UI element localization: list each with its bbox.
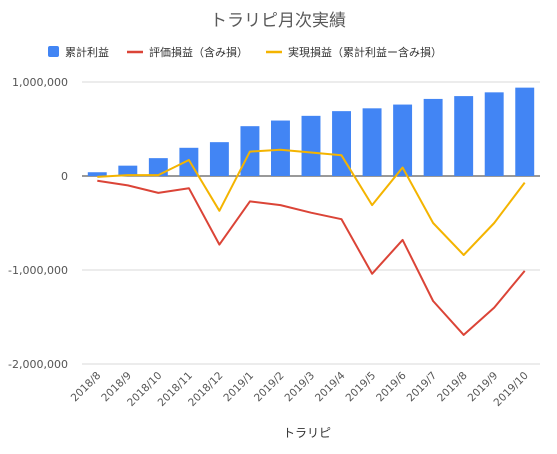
x-axis-ticks: 2018/82018/92018/102018/112018/122019/12… [69,369,531,409]
bar-series [87,87,535,176]
legend-swatch [48,46,59,57]
x-axis-label: トラリピ [283,426,331,440]
bar [454,96,474,176]
x-tick-label: 2019/4 [313,369,348,404]
bar [484,92,504,176]
y-tick-label: -2,000,000 [8,358,68,371]
bar [87,172,107,176]
x-tick-label: 2019/5 [344,370,379,405]
chart-title: トラリピ月次実績 [210,11,346,31]
legend-label: 累計利益 [65,45,109,59]
bar [332,111,351,176]
bar [301,115,321,176]
legend-label: 実現損益（累計利益ー含み損） [288,45,442,59]
bar [209,142,229,176]
x-tick-label: 2019/2 [252,370,287,405]
bar [148,158,168,176]
bar [423,98,443,176]
y-axis-ticks: 1,000,000 0 -1,000,000 -2,000,000 [8,76,68,371]
legend: 累計利益 評価損益（含み損） 実現損益（累計利益ー含み損） [48,45,442,59]
legend-label: 評価損益（含み損） [149,45,248,59]
y-tick-label: -1,000,000 [8,264,68,277]
bar [393,104,413,176]
bar [362,108,382,176]
x-tick-label: 2019/1 [221,370,256,405]
line-series [97,148,526,336]
x-tick-label: 2019/7 [405,370,440,405]
y-tick-label: 0 [61,170,68,183]
series-line [97,148,526,256]
x-tick-label: 2018/8 [69,370,104,405]
x-tick-label: 2019/3 [283,370,318,405]
bar [515,87,535,176]
x-tick-label: 2019/8 [435,370,470,405]
y-tick-label: 1,000,000 [12,76,68,89]
x-tick-label: 2019/6 [374,369,409,404]
bar [271,120,290,176]
series-line [97,179,526,336]
bar [118,165,138,176]
